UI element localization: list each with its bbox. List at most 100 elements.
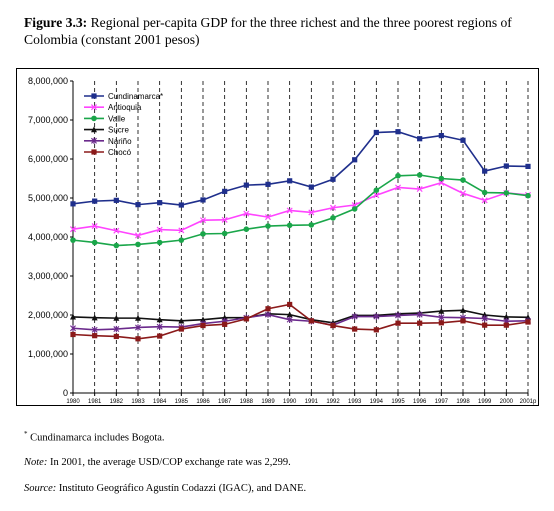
- data-point: [70, 325, 76, 332]
- data-point: [329, 204, 337, 211]
- legend-swatch-marker: [91, 126, 97, 133]
- data-point: [395, 172, 401, 179]
- x-tick-label: 2001p: [520, 399, 537, 405]
- data-point: [222, 188, 228, 194]
- data-point: [394, 184, 402, 191]
- data-point: [373, 187, 380, 193]
- series-line: [72, 174, 529, 247]
- data-point: [352, 326, 358, 332]
- data-point: [135, 241, 141, 248]
- data-point: [286, 311, 293, 318]
- data-point: [417, 320, 423, 326]
- x-tick-label: 1994: [370, 399, 384, 405]
- data-point: [156, 239, 163, 246]
- data-point: [178, 317, 185, 324]
- data-point: [222, 321, 228, 327]
- x-tick-label: 1998: [456, 399, 470, 405]
- data-point: [308, 222, 315, 228]
- data-point: [460, 318, 466, 324]
- x-tick-label: 1997: [435, 399, 449, 405]
- data-point: [156, 226, 163, 233]
- data-point: [308, 184, 314, 190]
- y-tick-label: 4,000,000: [28, 232, 68, 242]
- data-point: [200, 197, 206, 203]
- legend-swatch-marker: [90, 104, 98, 111]
- data-point: [503, 313, 510, 320]
- legend-label: Nariño: [108, 137, 132, 146]
- data-point: [459, 190, 467, 197]
- data-point: [287, 178, 293, 184]
- caption-text: Regional per-capita GDP for the three ri…: [24, 15, 512, 47]
- y-tick-label: 5,000,000: [28, 193, 68, 203]
- data-point: [264, 214, 272, 221]
- data-point: [460, 307, 466, 313]
- x-tick-label: 1985: [175, 399, 189, 405]
- data-point: [243, 182, 249, 188]
- data-point: [200, 316, 206, 323]
- data-point: [525, 314, 531, 320]
- data-point: [373, 313, 380, 320]
- caption-label: Figure 3.3:: [24, 15, 88, 30]
- x-tick-label: 1990: [283, 399, 297, 405]
- source-note: Source: Instituto Geográfico Agustín Cod…: [24, 482, 306, 495]
- y-tick-label: 2,000,000: [28, 310, 68, 320]
- legend-label: Antioquia: [108, 103, 142, 112]
- data-point: [156, 323, 163, 330]
- data-point: [416, 311, 423, 318]
- data-point: [481, 189, 488, 196]
- data-point: [438, 307, 445, 314]
- data-point: [351, 206, 358, 212]
- data-point: [287, 301, 293, 308]
- x-tick-label: 1995: [391, 399, 405, 405]
- note-text: In 2001, the average USD/COP exchange ra…: [49, 457, 291, 468]
- x-tick-label: 1999: [478, 399, 492, 405]
- data-point: [438, 175, 445, 182]
- x-tick-label: 1988: [240, 399, 254, 405]
- data-point: [221, 230, 228, 237]
- data-point: [156, 316, 163, 323]
- data-point: [308, 209, 315, 216]
- data-point: [134, 232, 142, 239]
- data-point: [416, 172, 423, 178]
- x-tick-label: 1989: [261, 399, 275, 405]
- data-point: [460, 177, 466, 183]
- series-line: [72, 130, 529, 206]
- data-point: [481, 311, 488, 318]
- data-point: [221, 314, 228, 321]
- data-point: [113, 314, 120, 321]
- data-point: [91, 239, 98, 246]
- x-tick-label: 1992: [326, 399, 340, 405]
- data-point: [113, 333, 119, 340]
- data-point: [69, 226, 77, 233]
- x-tick-label: 1993: [348, 399, 362, 405]
- series-line: [72, 309, 529, 324]
- data-point: [525, 319, 531, 325]
- data-point: [395, 129, 401, 135]
- data-point: [178, 326, 184, 332]
- data-point: [460, 137, 466, 143]
- data-point: [92, 198, 98, 204]
- data-point: [525, 192, 531, 199]
- data-point: [157, 333, 163, 339]
- data-point: [178, 202, 184, 208]
- data-point: [91, 223, 98, 230]
- footnote-mark: *: [24, 430, 28, 438]
- data-point: [157, 200, 163, 206]
- x-tick-label: 1983: [131, 399, 145, 405]
- series-line: [72, 303, 529, 340]
- figure-caption: Figure 3.3: Regional per-capita GDP for …: [24, 14, 536, 48]
- data-point: [330, 176, 336, 182]
- legend-swatch-marker: [91, 137, 97, 144]
- data-point: [70, 237, 76, 243]
- legend-swatch-marker: [91, 93, 97, 99]
- x-tick-label: 1986: [196, 399, 210, 405]
- x-tick-label: 1991: [305, 399, 319, 405]
- data-point: [481, 315, 488, 322]
- data-point: [416, 186, 423, 193]
- data-point: [135, 324, 141, 331]
- legend-label: Cundinamarca*: [108, 92, 163, 101]
- data-point: [265, 311, 271, 318]
- data-point: [395, 320, 401, 326]
- footnote: * Cundinamarca includes Bogota.: [24, 428, 165, 445]
- data-point: [482, 322, 488, 328]
